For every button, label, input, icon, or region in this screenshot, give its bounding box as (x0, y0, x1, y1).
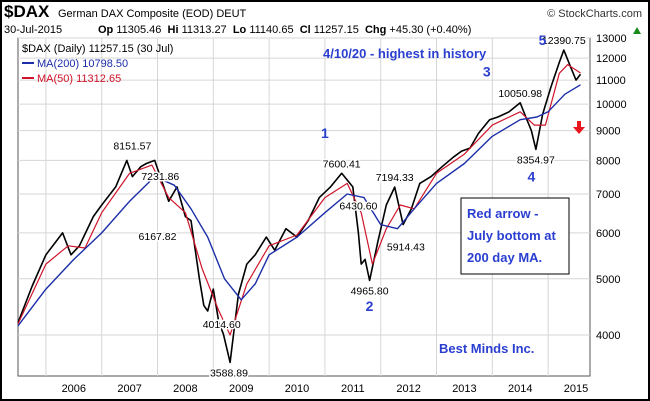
change-value: +45.30 (+0.40%) (389, 24, 472, 36)
data-label: 7194.33 (376, 172, 414, 184)
wave-mark-5: 5 (539, 32, 547, 48)
data-label: 7231.86 (141, 171, 179, 183)
y-tick-label: 8000 (596, 155, 620, 167)
wave-mark-4: 4 (528, 169, 536, 185)
y-tick-label: 6000 (596, 228, 620, 240)
high-value: 11313.27 (181, 24, 227, 36)
y-tick-label: 13000 (596, 33, 627, 45)
data-label: 3588.89 (210, 367, 248, 379)
series-line-dax (17, 49, 582, 364)
note-line: 200 day MA. (467, 250, 542, 265)
x-tick-label: 2008 (173, 383, 197, 395)
source-credit: © StockCharts.com (547, 8, 642, 20)
x-tick-label: 2014 (508, 383, 532, 395)
instrument-name: German DAX Composite (EOD) DEUT (58, 8, 247, 20)
y-tick-label: 10000 (596, 99, 627, 111)
series-line-ma50 (17, 63, 581, 336)
data-label: 8151.57 (113, 141, 151, 153)
data-label: 10050.98 (498, 88, 542, 100)
note-box (460, 197, 570, 275)
watermark-text: Best Minds Inc. (439, 341, 534, 356)
x-tick-label: 2010 (285, 383, 309, 395)
data-label: 8354.97 (517, 154, 555, 166)
y-tick-label: 11000 (596, 75, 626, 87)
data-label: 4014.60 (203, 319, 241, 331)
close-label: Cl (299, 24, 311, 36)
data-label: 6430.60 (339, 200, 377, 212)
legend-ma200: MA(200) 10798.50 (37, 58, 128, 70)
series-line-ma200 (17, 84, 581, 327)
note-line: July bottom at (467, 228, 557, 243)
quote-date: 30-Jul-2015 (4, 24, 63, 36)
y-tick-label: 4000 (596, 330, 620, 342)
low-label: Lo (232, 24, 247, 36)
x-tick-label: 2015 (564, 383, 588, 395)
legend-price: $DAX (Daily) 11257.15 (30 Jul) (22, 43, 173, 55)
x-tick-label: 2011 (341, 383, 365, 395)
note-line: Red arrow - (467, 206, 539, 221)
y-tick-label: 5000 (596, 274, 620, 286)
data-label: 12390.75 (542, 35, 586, 47)
y-tick-label: 7000 (596, 189, 620, 201)
y-tick-label: 9000 (596, 126, 620, 138)
headline-annotation: 4/10/20 - highest in history (323, 46, 487, 61)
data-label: 6167.82 (139, 231, 177, 243)
wave-mark-3: 3 (483, 64, 491, 80)
data-label: 5914.43 (387, 241, 425, 253)
wave-mark-1: 1 (321, 125, 329, 141)
change-label: Chg (364, 24, 387, 36)
open-label: Op (98, 24, 114, 36)
data-label: 7600.41 (323, 158, 361, 170)
change-up-arrow-icon (633, 27, 641, 34)
x-tick-label: 2012 (396, 383, 420, 395)
x-tick-label: 2009 (229, 383, 253, 395)
data-label: 4965.80 (351, 286, 389, 298)
open-value: 11305.46 (116, 24, 162, 36)
high-label: Hi (167, 24, 179, 36)
x-tick-label: 2006 (62, 383, 86, 395)
legend-ma50: MA(50) 11312.65 (37, 73, 121, 85)
x-tick-label: 2007 (117, 383, 141, 395)
wave-mark-2: 2 (366, 298, 374, 314)
red-up-arrow-icon (573, 121, 585, 134)
low-value: 11140.65 (249, 24, 294, 36)
close-value: 11257.15 (313, 24, 359, 36)
symbol-label: $DAX (4, 2, 50, 21)
x-tick-label: 2013 (452, 383, 476, 395)
ohlc-readout: Op 11305.46 Hi 11313.27 Lo 11140.65 Cl 1… (98, 24, 471, 36)
y-tick-label: 12000 (596, 53, 627, 65)
